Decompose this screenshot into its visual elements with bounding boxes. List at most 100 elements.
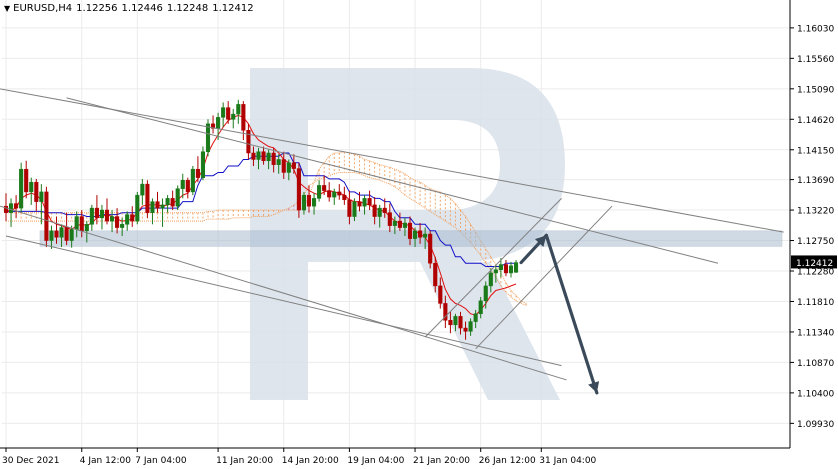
- candle-body: [9, 203, 14, 213]
- collapse-triangle-icon[interactable]: ▼: [4, 4, 11, 13]
- candle-body: [24, 168, 29, 193]
- candle-body: [49, 230, 54, 241]
- price-tick-label: 1.11810: [797, 298, 834, 308]
- price-tick-label: 1.14150: [797, 146, 834, 156]
- candle-body: [44, 191, 49, 241]
- candle-body: [372, 204, 377, 217]
- candle-body: [498, 264, 503, 270]
- candle-body: [69, 229, 74, 241]
- price-tick-label: 1.13220: [797, 207, 834, 217]
- candle-body: [301, 194, 306, 211]
- trendline-upper-channel-top: [0, 88, 784, 233]
- candle-body: [367, 198, 372, 206]
- candle-body: [205, 123, 211, 152]
- time-tick-label: 26 Jan 12:00: [479, 456, 536, 466]
- time-tick-label: 30 Dec 2021: [2, 456, 60, 466]
- forecast-down-arrow-head: [588, 381, 600, 393]
- current-price-label: 1.12412: [796, 259, 833, 269]
- candle-body: [74, 216, 79, 230]
- candle-body: [478, 300, 483, 315]
- forecast-layer: [519, 233, 600, 395]
- high-price: 1.12446: [121, 3, 163, 14]
- candle-body: [443, 303, 448, 321]
- candle-body: [120, 224, 125, 228]
- candle-body: [392, 220, 397, 226]
- candle-body: [211, 123, 216, 129]
- candle-body: [79, 216, 84, 232]
- candle-body: [488, 272, 493, 287]
- price-tick-label: 1.14620: [797, 116, 834, 126]
- candle-body: [352, 201, 357, 217]
- candle-body: [39, 191, 44, 202]
- current-price-tag: [791, 255, 837, 269]
- candle-body: [508, 265, 514, 274]
- forecast-down-arrow-shaft: [544, 233, 599, 395]
- candle-body: [458, 316, 463, 329]
- candle-body: [291, 162, 296, 169]
- price-tick-label: 1.09930: [797, 420, 834, 430]
- candle-body: [347, 199, 352, 217]
- candle-body: [115, 216, 120, 228]
- candle-body: [104, 209, 110, 222]
- candle-body: [438, 285, 443, 304]
- candle-body: [185, 179, 190, 193]
- candle-body: [296, 168, 301, 211]
- candle-body: [226, 107, 231, 120]
- candle-body: [29, 181, 34, 193]
- candle-body: [286, 162, 291, 173]
- candle-body: [34, 181, 39, 202]
- candle-body: [59, 227, 64, 238]
- candle-body: [428, 233, 433, 264]
- symbol-label: EURUSD,H4: [13, 3, 73, 14]
- candle-body: [312, 198, 317, 207]
- trendline-rising-channel-lower: [475, 205, 613, 350]
- candle-body: [261, 151, 266, 162]
- candle-body: [160, 204, 165, 209]
- time-tick-label: 7 Jan 04:00: [135, 456, 187, 466]
- candle-body: [423, 233, 428, 238]
- candle-body: [110, 216, 115, 222]
- candle-body: [231, 113, 236, 120]
- candle-body: [276, 159, 281, 165]
- symbol-info-bar: ▼ EURUSD,H4 1.12256 1.12446 1.12248 1.12412: [4, 3, 258, 14]
- candle-body: [165, 198, 170, 206]
- watermark-bowl: [308, 68, 565, 262]
- candle-body: [216, 117, 221, 129]
- candle-body: [241, 104, 246, 131]
- candle-body: [155, 201, 160, 209]
- candle-body: [418, 230, 423, 238]
- candle-body: [362, 198, 367, 207]
- candle-body: [322, 185, 327, 191]
- price-tick-label: 1.16030: [797, 24, 834, 34]
- candle-body: [357, 201, 362, 207]
- watermark-leg: [420, 262, 560, 400]
- candle-body: [281, 159, 286, 173]
- candle-body: [448, 320, 453, 326]
- candle-body: [332, 191, 337, 198]
- candle-body: [453, 316, 458, 326]
- price-tick-label: 1.15560: [797, 55, 834, 65]
- candle-body: [483, 285, 488, 302]
- candle-body: [221, 107, 226, 118]
- price-tick-label: 1.13690: [797, 176, 834, 186]
- candle-body: [99, 209, 105, 219]
- price-tick-label: 1.15090: [797, 85, 834, 95]
- candle-body: [342, 194, 347, 200]
- candle-body: [246, 130, 251, 154]
- candle-body: [266, 152, 271, 162]
- candle-body: [387, 212, 392, 226]
- candle-body: [150, 201, 155, 213]
- candle-body: [377, 207, 382, 217]
- candle-body: [514, 262, 519, 273]
- candle-body: [397, 220, 402, 228]
- candle-body: [473, 313, 478, 322]
- forecast-up-arrow-head: [534, 235, 547, 247]
- candle-body: [140, 183, 145, 196]
- candle-body: [433, 262, 438, 287]
- candle-body: [19, 168, 24, 209]
- trendline-lower-channel-top: [0, 205, 567, 381]
- time-tick-label: 31 Jan 04:00: [539, 456, 596, 466]
